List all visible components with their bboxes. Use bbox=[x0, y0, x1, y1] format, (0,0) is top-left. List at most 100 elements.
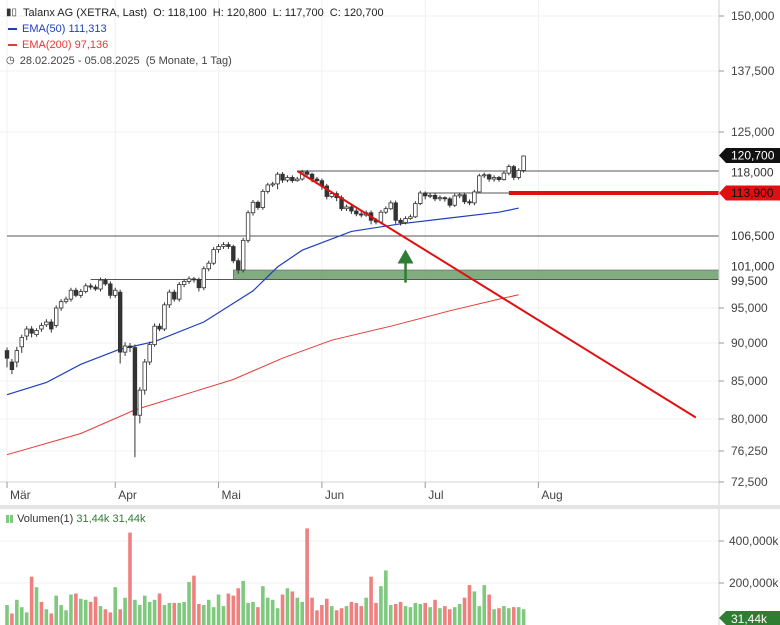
price-label-text: 101,000 bbox=[731, 260, 775, 274]
price-label-zone: 99,500 bbox=[722, 273, 780, 289]
volume-bar bbox=[462, 597, 467, 625]
candle-body bbox=[216, 246, 221, 251]
volume-bar bbox=[202, 605, 206, 625]
ema200-row: EMA(200) 97,136 bbox=[6, 37, 390, 53]
support-zone bbox=[233, 269, 720, 280]
candle-body bbox=[137, 389, 143, 416]
candle-body bbox=[280, 173, 285, 181]
volume-bar bbox=[270, 599, 275, 625]
candle-body bbox=[270, 183, 275, 186]
volume-last-label: 31,44k bbox=[719, 611, 780, 625]
candle-body bbox=[176, 284, 182, 300]
candle-body bbox=[442, 197, 448, 200]
candle-body bbox=[162, 304, 167, 330]
volume-bar bbox=[93, 596, 98, 625]
volume-bar bbox=[315, 610, 319, 625]
candle-body bbox=[245, 212, 251, 241]
volume-bar bbox=[359, 606, 364, 625]
volume-bar bbox=[310, 597, 314, 625]
volume-bar bbox=[300, 601, 304, 625]
volume-bar bbox=[448, 609, 452, 625]
volume-bar bbox=[103, 609, 108, 625]
candle-body bbox=[452, 195, 457, 206]
candle-body bbox=[285, 177, 290, 181]
month-label: Jul bbox=[428, 488, 443, 502]
price-label-bg bbox=[719, 185, 780, 201]
volume-label: Volumen(1) bbox=[17, 513, 74, 525]
support-line-red bbox=[508, 191, 719, 195]
volume-bar bbox=[423, 602, 427, 625]
volume-label-bg bbox=[719, 611, 780, 625]
candle-body bbox=[422, 192, 428, 197]
candle-body bbox=[68, 289, 74, 300]
candle-body bbox=[73, 289, 79, 296]
candle-body bbox=[501, 172, 507, 180]
volume-bar bbox=[305, 528, 309, 625]
candle-body bbox=[255, 201, 261, 208]
candle-body bbox=[427, 194, 433, 197]
volume-tick-label: 200,000k bbox=[729, 576, 779, 590]
candle-body bbox=[349, 206, 354, 212]
candle-body bbox=[496, 177, 502, 180]
candle-body bbox=[181, 280, 187, 285]
volume-bar bbox=[15, 599, 19, 625]
volume-bar bbox=[59, 605, 63, 625]
volume-bar bbox=[34, 587, 39, 625]
price-labels: 120,700 118,000 113,900 106,500 101,00099,50… bbox=[719, 148, 780, 625]
volume-bar bbox=[74, 593, 78, 625]
up-arrow-icon bbox=[397, 249, 414, 283]
volume-bar bbox=[295, 597, 300, 625]
volume-bar bbox=[492, 609, 496, 625]
price-label-text: 106,500 bbox=[731, 229, 775, 243]
candle-body bbox=[304, 171, 310, 175]
candle-body bbox=[250, 201, 256, 214]
volume-bar bbox=[452, 607, 457, 625]
volume-bars bbox=[5, 528, 526, 625]
candle-body bbox=[132, 347, 138, 416]
volume-bar bbox=[118, 609, 122, 625]
volume-value-2: 31,44k bbox=[112, 513, 146, 525]
volume-bar bbox=[329, 606, 334, 625]
ema50-row: EMA(50) 111,313 bbox=[6, 21, 390, 37]
volume-bar bbox=[290, 591, 295, 625]
volume-bar bbox=[197, 604, 201, 625]
volume-bar bbox=[325, 598, 329, 625]
candle-body bbox=[447, 198, 452, 206]
candle-body bbox=[467, 201, 472, 204]
volume-bar bbox=[507, 608, 511, 625]
candle-body bbox=[295, 178, 300, 182]
volume-bar bbox=[374, 602, 378, 625]
candle-body bbox=[152, 325, 157, 345]
volume-bar bbox=[339, 608, 344, 625]
period: (5 Monate, 1 Tag) bbox=[145, 55, 232, 67]
volume-icon-bar bbox=[10, 515, 13, 524]
volume-bar bbox=[142, 595, 147, 625]
volume-bar bbox=[285, 588, 290, 625]
ema200-line bbox=[6, 294, 519, 456]
volume-bar bbox=[108, 612, 113, 625]
candle-body bbox=[127, 345, 133, 348]
candle-body bbox=[511, 166, 516, 178]
volume-bar bbox=[49, 613, 54, 625]
candle-body bbox=[491, 177, 497, 180]
volume-bar bbox=[216, 594, 221, 625]
candle-body bbox=[157, 325, 162, 330]
volume-bar bbox=[438, 608, 442, 625]
volume-bar bbox=[511, 607, 516, 625]
volume-bar bbox=[113, 587, 118, 625]
volume-bar bbox=[408, 607, 413, 625]
price-label-level: 106,500 bbox=[722, 228, 780, 244]
volume-bar bbox=[265, 597, 270, 625]
candle-body bbox=[201, 268, 206, 289]
price-tick-label: 72,500 bbox=[731, 475, 768, 489]
candle-body bbox=[113, 289, 118, 296]
candle-body bbox=[393, 202, 398, 221]
volume-bar bbox=[379, 586, 383, 625]
candle-body bbox=[63, 298, 69, 303]
candle-body bbox=[196, 279, 202, 289]
volume-bar bbox=[29, 576, 34, 625]
volume-bar bbox=[403, 606, 408, 625]
chart-legend: ▮▯ Talanx AG (XETRA, Last) O: 118,100 H:… bbox=[6, 5, 390, 69]
candle-body bbox=[437, 197, 443, 200]
